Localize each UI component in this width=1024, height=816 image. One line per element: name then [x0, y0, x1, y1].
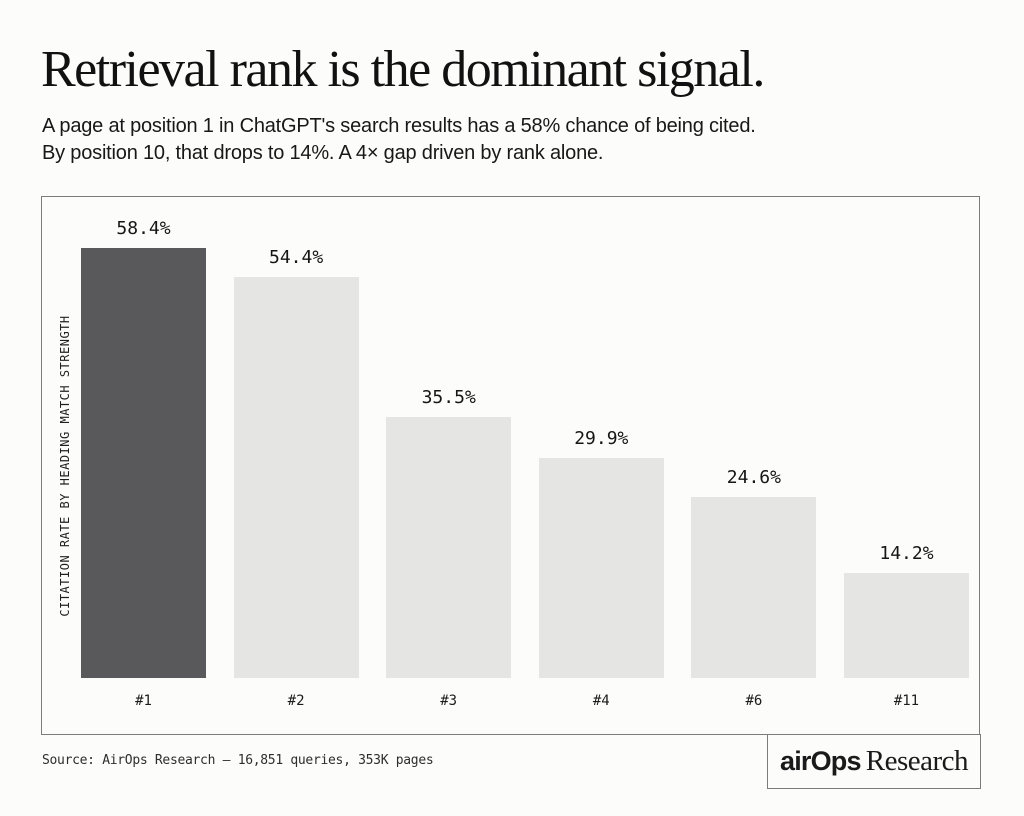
y-axis-label: CITATION RATE BY HEADING MATCH STRENGTH — [58, 314, 72, 617]
page-title: Retrieval rank is the dominant signal. — [41, 41, 765, 98]
bar — [843, 573, 969, 678]
x-axis-tick-label: #2 — [287, 693, 305, 709]
airops-research-logo: airOps Research — [767, 734, 981, 789]
bar-value-label: 29.9% — [574, 428, 629, 449]
x-axis-tick-label: #4 — [592, 693, 610, 709]
bar — [233, 277, 359, 678]
bar-value-label: 58.4% — [116, 218, 171, 239]
x-axis-tick-label: #1 — [135, 693, 152, 709]
bar-chart: CITATION RATE BY HEADING MATCH STRENGTH … — [41, 196, 980, 735]
bar-column: 58.4% #1 — [81, 218, 206, 709]
bar-column: 35.5% #3 — [386, 387, 512, 709]
subtitle-line-2: By position 10, that drops to 14%. A 4× … — [42, 142, 604, 164]
bar — [386, 417, 512, 678]
bar — [538, 458, 664, 678]
bar-column: 24.6% #6 — [691, 467, 817, 709]
bar-column: 54.4% #2 — [233, 247, 359, 709]
logo-brand-wordmark: airOps — [779, 746, 862, 776]
x-axis-tick-label: #6 — [745, 693, 763, 709]
bar-value-label: 35.5% — [421, 387, 476, 408]
bar-column: 29.9% #4 — [538, 428, 664, 709]
page-subtitle: A page at position 1 in ChatGPT's search… — [42, 113, 756, 167]
bar-column: 14.2% #11 — [843, 543, 969, 709]
plot-area: 58.4% #1 54.4% #2 35.5% #3 29.9% #4 24.6% #6 14.2%… — [81, 218, 969, 709]
subtitle-line-1: A page at position 1 in ChatGPT's search… — [42, 115, 756, 137]
bar-value-label: 14.2% — [879, 543, 934, 564]
bar — [691, 497, 817, 678]
x-axis-tick-label: #3 — [440, 693, 458, 709]
bar-value-label: 24.6% — [726, 467, 781, 488]
source-note: Source: AirOps Research — 16,851 queries… — [42, 753, 434, 768]
x-axis-tick-label: #11 — [893, 693, 920, 709]
bar-value-label: 54.4% — [269, 247, 324, 268]
logo-suffix-text: Research — [865, 745, 969, 777]
bar-highlighted — [81, 248, 206, 678]
